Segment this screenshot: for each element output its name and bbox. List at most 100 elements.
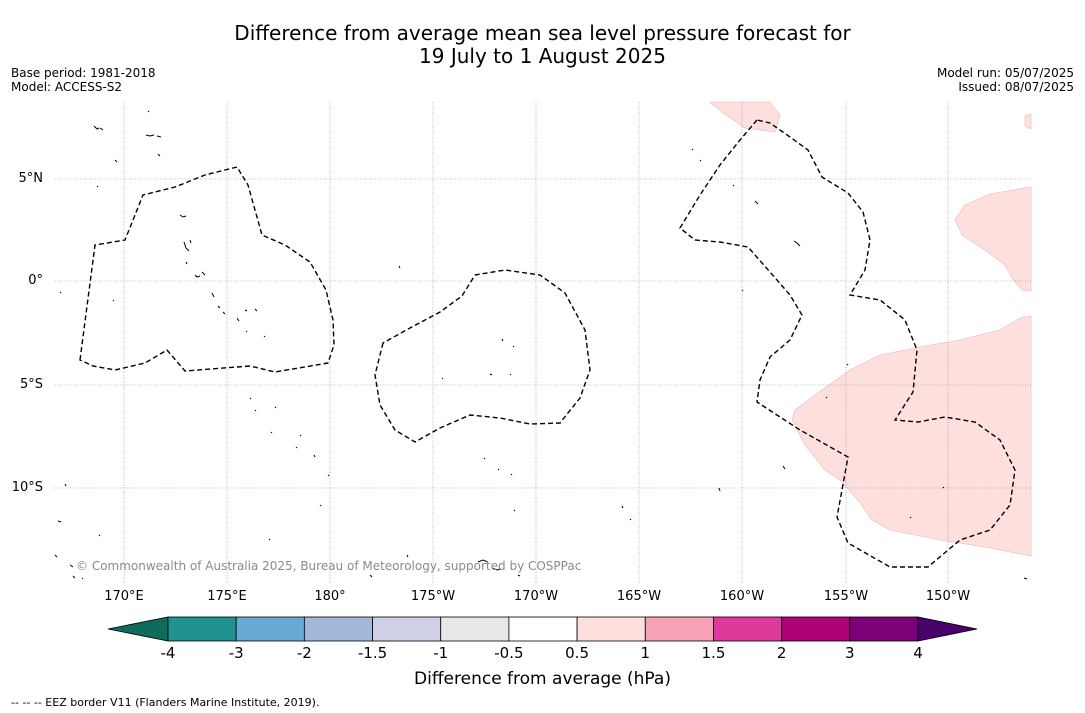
colorbar-segment: [508, 616, 578, 642]
anomaly-region-north: [709, 101, 781, 133]
island: [782, 465, 786, 470]
colorbar-over-arrow: [917, 616, 978, 642]
island: [96, 185, 99, 188]
lon-label-175e: 175°E: [207, 589, 247, 604]
graticule: [55, 102, 1031, 583]
model-name: Model: ACCESS-S2: [11, 80, 123, 94]
colorbar-tick-label: -4: [160, 644, 176, 662]
island: [244, 308, 258, 312]
island: [145, 134, 162, 138]
island: [185, 261, 188, 265]
eez-borders: [79, 119, 1016, 568]
lon-label-160w: 160°W: [719, 589, 765, 604]
anomaly-region-east: [954, 186, 1032, 292]
island: [483, 457, 516, 512]
colorbar-tick-label: -0.5: [494, 644, 524, 662]
island: [270, 431, 302, 437]
title-line-2: 19 July to 1 August 2025: [419, 44, 666, 68]
island-coastlines: [54, 110, 1028, 580]
island: [477, 559, 521, 577]
island: [194, 271, 206, 278]
island: [249, 397, 277, 412]
metadata-right: Model run: 05/07/2025 Issued: 08/07/2025: [937, 66, 1074, 94]
colorbar-segment: [167, 616, 237, 642]
eez-line-islands: [679, 119, 1016, 568]
colorbar-segment: [781, 616, 851, 642]
colorbar: [107, 616, 978, 642]
colorbar-tick-label: 3: [845, 644, 855, 662]
colorbar-tick-label: 2: [776, 644, 787, 662]
colorbar-segment: [713, 616, 783, 642]
colorbar-tick-label: -1: [433, 644, 449, 662]
island: [825, 363, 849, 399]
island: [112, 299, 115, 302]
island: [217, 305, 226, 315]
island: [98, 534, 271, 541]
island: [93, 125, 100, 130]
colorbar-segment: [849, 616, 919, 642]
lat-label-10s: 10°S: [11, 480, 43, 495]
colorbar-segment: [372, 616, 442, 642]
colorbar-segment: [576, 616, 646, 642]
island: [183, 239, 192, 252]
island: [909, 486, 945, 519]
island: [319, 474, 330, 507]
lon-label-170e: 170°E: [104, 589, 144, 604]
island: [114, 159, 118, 163]
island: [1023, 577, 1028, 580]
island: [99, 127, 104, 131]
colorbar-tick-label: -2: [296, 644, 312, 662]
anomaly-shading: [709, 101, 1032, 557]
island: [741, 289, 744, 292]
colorbar-title: Difference from average (hPa): [414, 669, 671, 689]
eez-tokelau-phoenix: [374, 269, 591, 443]
colorbar-tick-label: 4: [913, 644, 923, 662]
island: [441, 373, 512, 380]
lon-label-170w: 170°W: [513, 589, 559, 604]
island: [236, 317, 240, 322]
colorbar-segment: [303, 616, 373, 642]
island: [295, 446, 316, 458]
base-period: Base period: 1981-2018: [11, 66, 156, 80]
colorbar-segment: [440, 616, 510, 642]
colorbar-tick-label: 1: [640, 644, 651, 662]
colorbar-segment: [235, 616, 305, 642]
lon-label-150w: 150°W: [925, 589, 971, 604]
island: [245, 330, 266, 338]
lat-label-5s: 5°S: [19, 377, 43, 392]
lat-label-5n: 5°N: [18, 171, 44, 186]
island: [147, 110, 150, 113]
anomaly-region-southeast: [791, 315, 1032, 557]
island: [59, 291, 62, 294]
eez-kiribati-gilbert: [79, 166, 335, 373]
colorbar-tick-label: -1.5: [357, 644, 388, 662]
lon-label-155w: 155°W: [823, 589, 869, 604]
colorbar-tick-label: 1.5: [701, 644, 726, 662]
island: [691, 148, 735, 187]
island: [621, 487, 721, 521]
colorbar-tick-label: 0.5: [565, 644, 589, 662]
lat-label-0: 0°: [28, 273, 43, 288]
copyright-notice: © Commonwealth of Australia 2025, Bureau…: [76, 559, 582, 573]
island: [369, 554, 409, 578]
island: [54, 554, 84, 580]
title-line-1: Difference from average mean sea level p…: [234, 21, 851, 45]
colorbar-segment: [644, 616, 714, 642]
metadata-left: Base period: 1981-2018 Model: ACCESS-S2: [11, 66, 156, 94]
island: [501, 338, 515, 348]
colorbar-under-arrow: [107, 616, 169, 642]
island: [793, 240, 801, 247]
island: [179, 214, 187, 218]
island: [211, 292, 215, 298]
colorbar-tick-label: -3: [228, 644, 244, 662]
lon-label-180: 180°: [314, 589, 346, 604]
eez-footnote: -- -- -- EEZ border V11 (Flanders Marine…: [11, 696, 320, 709]
lon-label-175w: 175°W: [410, 589, 456, 604]
issued-date: Issued: 08/07/2025: [958, 80, 1074, 94]
island: [57, 520, 62, 523]
island: [64, 483, 67, 487]
lon-label-165w: 165°W: [616, 589, 662, 604]
anomaly-region-east-small: [1024, 113, 1032, 130]
island: [754, 200, 759, 205]
